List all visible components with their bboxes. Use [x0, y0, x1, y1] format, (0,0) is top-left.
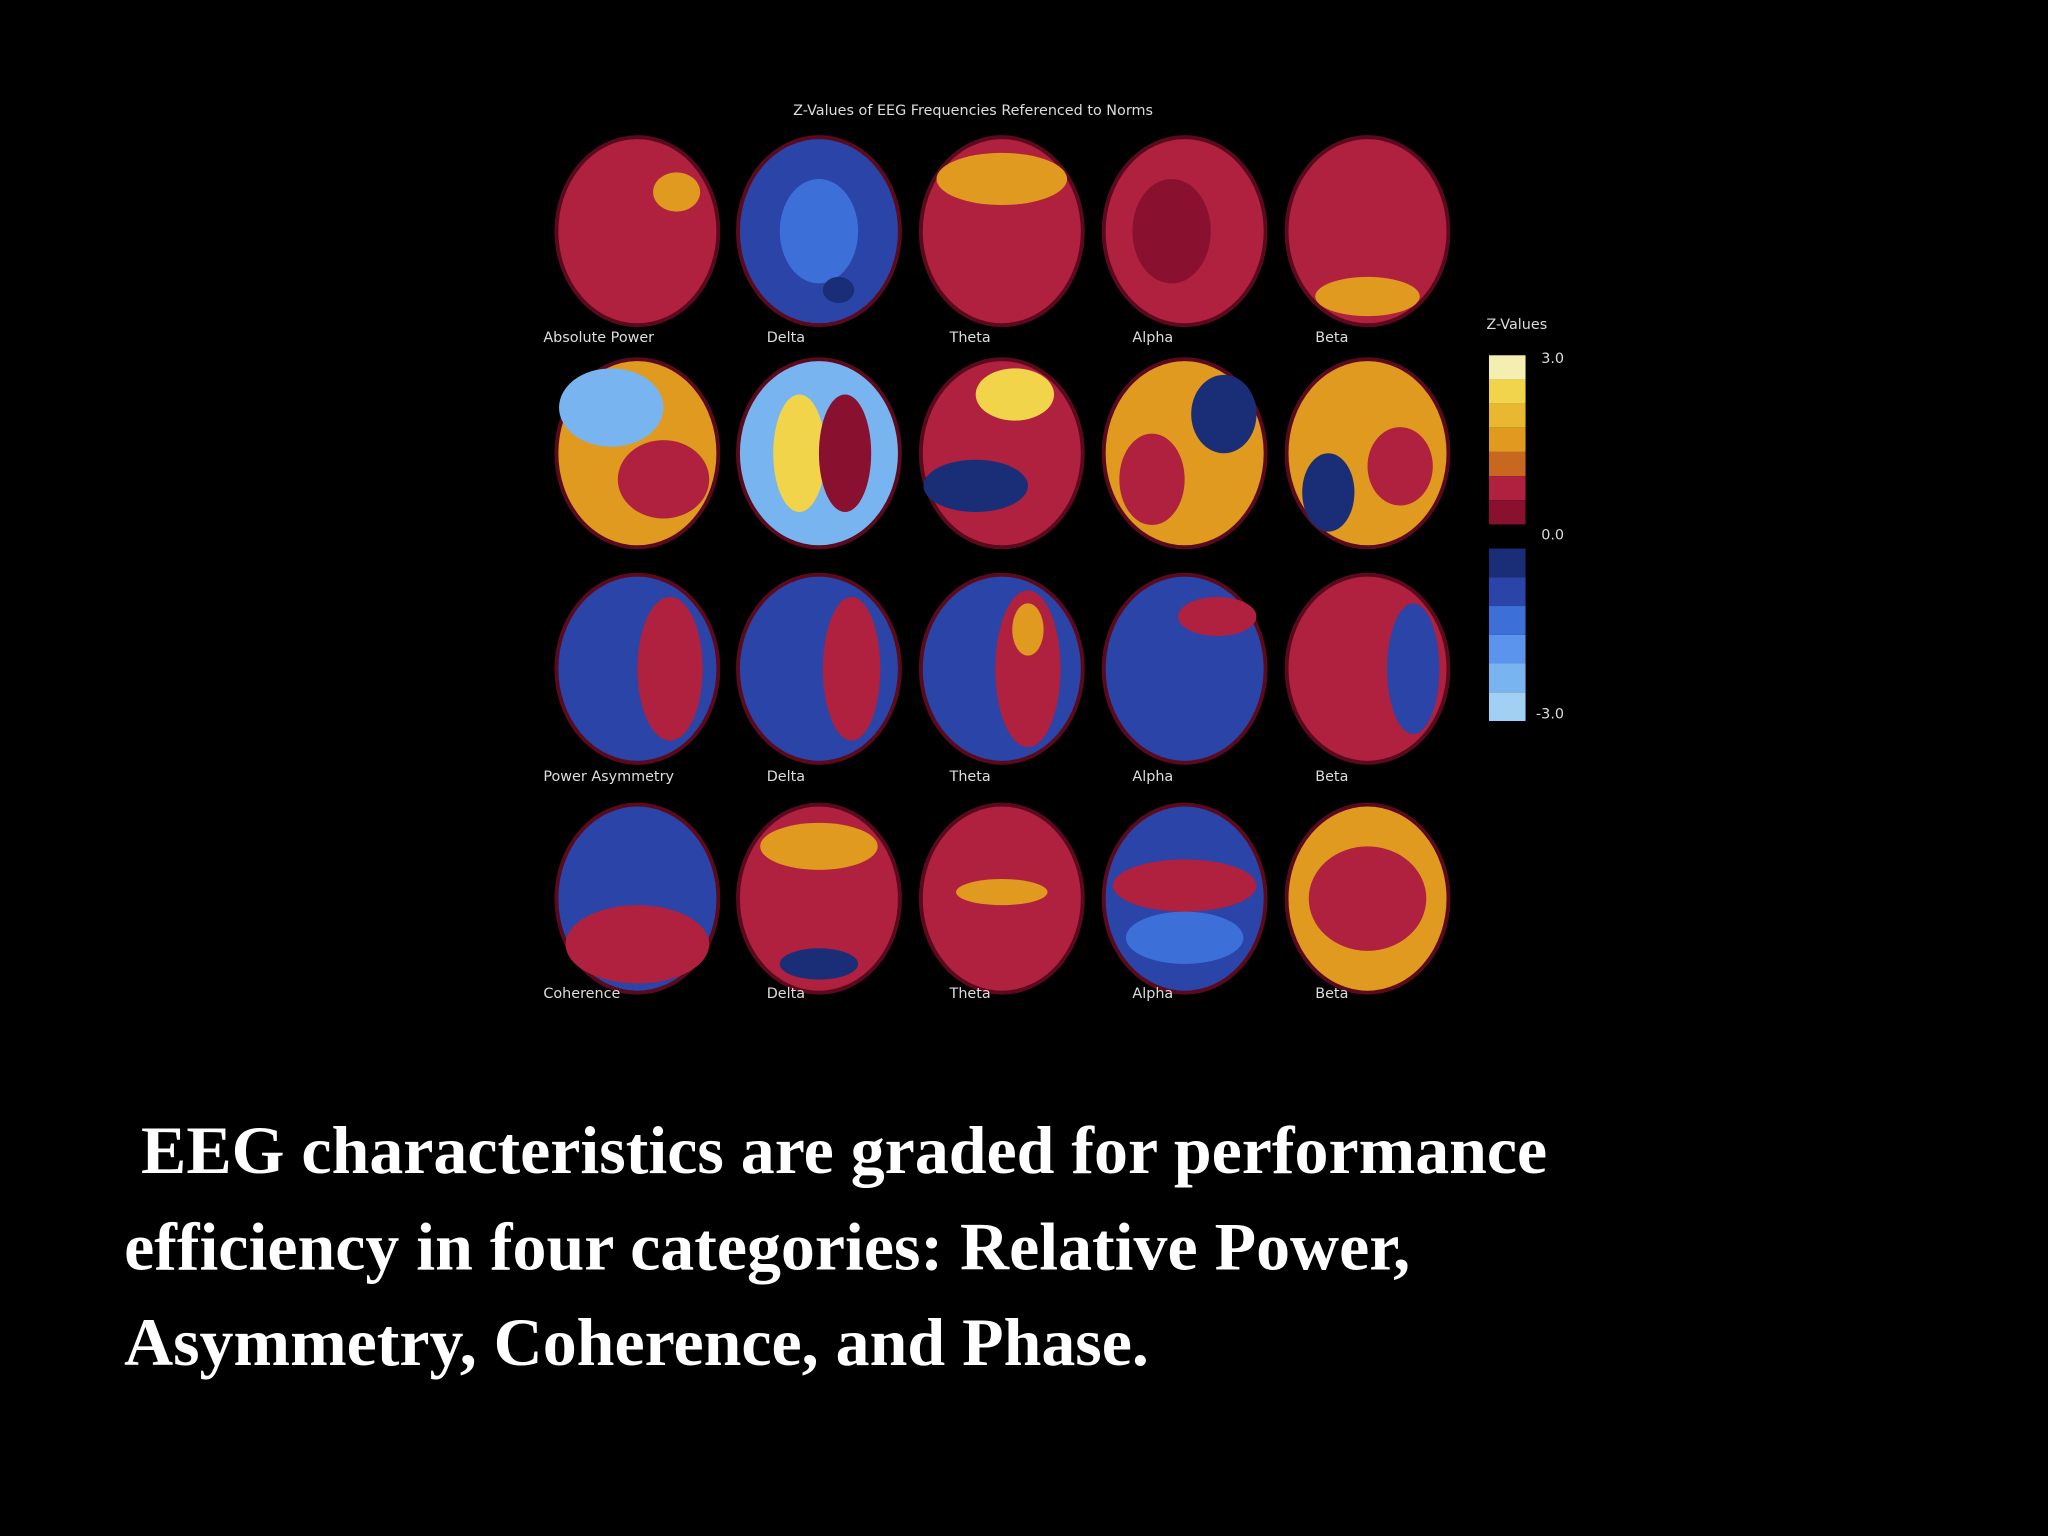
map-region — [1119, 433, 1185, 526]
band-label: Beta — [1315, 330, 1348, 346]
color-bar-step — [1488, 379, 1526, 404]
legend-label: 0.0 — [1541, 527, 1564, 543]
map-region — [617, 440, 710, 519]
caption-line: Asymmetry, Coherence, and Phase. — [124, 1304, 1149, 1380]
color-bar-step — [1488, 355, 1526, 380]
map-region — [822, 276, 855, 304]
map-region — [818, 394, 872, 512]
legend-label: -3.0 — [1536, 706, 1564, 722]
map-region — [1387, 603, 1440, 735]
band-label: Beta — [1315, 769, 1348, 785]
head-map — [554, 135, 721, 328]
color-bar-step — [1488, 451, 1526, 477]
band-label: Delta — [767, 330, 805, 346]
map-region — [956, 879, 1048, 906]
band-label: Alpha — [1132, 330, 1173, 346]
row-label: Absolute Power — [543, 330, 654, 346]
band-label: Alpha — [1132, 769, 1173, 785]
color-bar — [1488, 355, 1526, 721]
map-region — [779, 948, 859, 980]
map-region — [773, 394, 826, 512]
map-region — [565, 905, 710, 984]
map-region — [1132, 178, 1211, 284]
map-region — [975, 368, 1055, 421]
color-bar-step — [1488, 476, 1526, 501]
row-label: Coherence — [543, 986, 620, 1002]
map-region — [760, 822, 878, 870]
figure-title: Z-Values of EEG Frequencies Referenced t… — [793, 103, 1153, 119]
map-region — [559, 368, 664, 447]
caption-line: EEG characteristics are graded for perfo… — [124, 1112, 1547, 1188]
head-map — [1284, 135, 1451, 328]
color-bar-step — [1488, 500, 1526, 525]
caption-line: efficiency in four categories: Relative … — [124, 1209, 1410, 1285]
color-bar-step — [1488, 548, 1526, 578]
map-region — [1308, 846, 1427, 951]
map-region — [923, 459, 1028, 512]
map-region — [936, 152, 1068, 206]
band-label: Theta — [949, 986, 991, 1002]
band-label: Theta — [949, 769, 991, 785]
color-bar-step — [1488, 663, 1526, 693]
band-label: Delta — [767, 986, 805, 1002]
map-region — [1191, 374, 1257, 454]
map-region — [1012, 603, 1044, 656]
eeg-maps — [554, 135, 1451, 995]
map-region — [637, 596, 703, 741]
band-label: Beta — [1315, 986, 1348, 1002]
color-bar-step — [1488, 427, 1526, 452]
band-label: Alpha — [1132, 986, 1173, 1002]
band-label: Delta — [767, 769, 805, 785]
color-bar-step — [1488, 634, 1526, 664]
color-bar-step — [1488, 692, 1526, 721]
map-region — [1302, 453, 1355, 532]
map-region — [822, 596, 881, 741]
legend-label: 3.0 — [1541, 351, 1564, 367]
color-bar-step — [1488, 403, 1526, 428]
map-region — [1178, 596, 1257, 637]
map-region — [779, 178, 859, 284]
map-region — [995, 590, 1061, 748]
color-bar-step — [1488, 606, 1526, 635]
map-region — [1367, 427, 1433, 506]
map-region — [653, 172, 701, 212]
map-region — [1112, 859, 1257, 912]
map-region — [1125, 911, 1244, 964]
color-bar-step — [1488, 577, 1526, 607]
row-label: Power Asymmetry — [543, 769, 674, 785]
map-region — [1315, 276, 1420, 317]
band-label: Theta — [949, 330, 991, 346]
legend-title: Z-Values — [1486, 317, 1547, 333]
